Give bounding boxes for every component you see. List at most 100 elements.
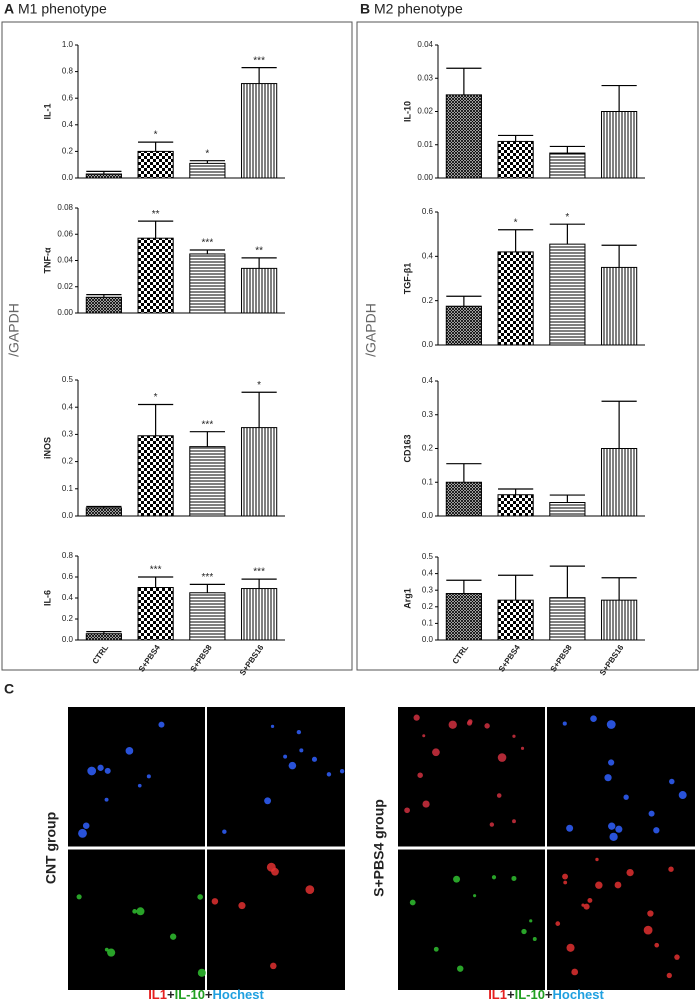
y-axis-label: Arg1 [402,588,412,609]
error-bar [189,160,225,164]
bar [497,251,534,346]
x-tick-label: CTRL [451,643,471,666]
y-tick-label: 0.0 [422,340,434,349]
bar [137,150,174,179]
bar [85,633,122,641]
error-bar [549,223,585,245]
significance: ** [255,246,263,257]
x-tick-label: S+PBS8 [189,643,214,674]
significance: * [565,212,569,223]
y-tick-label: 0.1 [62,484,74,493]
y-tick-label: 0.06 [57,229,73,238]
cell [238,902,246,910]
y-tick-label: 0.8 [62,67,74,76]
cell [566,824,574,832]
cell [653,827,660,834]
error-bar [86,294,122,298]
cell [654,942,660,948]
bar [241,267,278,314]
cell [674,954,680,960]
y-tick-label: 0.2 [422,602,434,611]
cell [211,898,219,905]
cell [606,720,616,729]
caption: IL1+IL-10+Hochest [488,987,604,1002]
y-tick-label: 0.00 [417,173,433,182]
cell [305,885,315,894]
bar [189,162,226,179]
significance: * [154,130,158,141]
cell [532,937,537,941]
group-label: S+PBS4 group [371,799,387,897]
cell [222,829,227,834]
cell [433,946,439,952]
cell [97,764,104,771]
y-tick-label: 0.4 [422,376,434,385]
y-tick-label: 0.4 [422,569,434,578]
y-tick-label: 0.1 [422,619,434,628]
x-tick-label: CTRL [91,643,111,666]
bar [241,427,278,517]
cell [417,772,423,778]
cell [496,793,502,798]
x-tick-label: S+PBS8 [549,643,574,674]
error-bar [138,576,174,588]
y-tick-label: 0.6 [422,207,434,216]
cell [604,774,612,782]
significance: * [205,148,209,159]
bar [549,243,586,346]
cell [608,822,616,830]
cell [562,721,567,726]
cell [473,894,477,898]
cell [146,774,151,779]
group-label: CNT group [43,812,59,884]
y-tick-label: 0.01 [417,140,433,149]
error-bar [498,134,534,142]
y-tick-label: 0.2 [62,457,74,466]
cell [647,910,654,917]
error-bar [549,565,585,598]
panel-title: M1 phenotype [18,1,107,17]
cell [669,778,675,785]
cell [566,943,575,952]
y-axis-label: iNOS [42,437,52,459]
panel-label: B [360,1,370,17]
cell [422,734,426,738]
cell [270,724,275,729]
y-tick-label: 0.2 [422,444,434,453]
error-bar [498,574,534,601]
error-bar [241,67,277,84]
x-tick-label: S+PBS16 [238,643,266,678]
cell [529,919,533,923]
x-tick-label: S+PBS4 [137,643,162,674]
bar [445,593,482,641]
cell [555,921,561,926]
y-tick-label: 0.0 [62,635,74,644]
bar [85,296,122,314]
y-tick-label: 0.3 [422,410,434,419]
cell [511,875,517,882]
error-bar [549,494,585,503]
y-axis-label: IL-1 [42,103,52,119]
cell [448,720,457,729]
y-axis-label: /GAPDH [363,303,379,357]
error-bar [446,579,482,594]
bar [445,481,482,517]
cell [413,714,420,721]
significance: * [514,217,518,228]
bar [189,253,226,314]
error-bar [601,400,637,449]
cell [296,729,302,735]
cell [283,754,288,759]
y-tick-label: 0.00 [57,308,73,317]
y-tick-label: 0.02 [57,282,73,291]
significance: *** [202,419,214,430]
y-axis-label: TNF-α [42,247,52,273]
y-tick-label: 0.4 [422,251,434,260]
bar [189,592,226,641]
error-bar [189,431,225,447]
cell [563,880,568,885]
bar [549,152,586,179]
significance: *** [253,55,265,66]
cell [587,897,593,903]
